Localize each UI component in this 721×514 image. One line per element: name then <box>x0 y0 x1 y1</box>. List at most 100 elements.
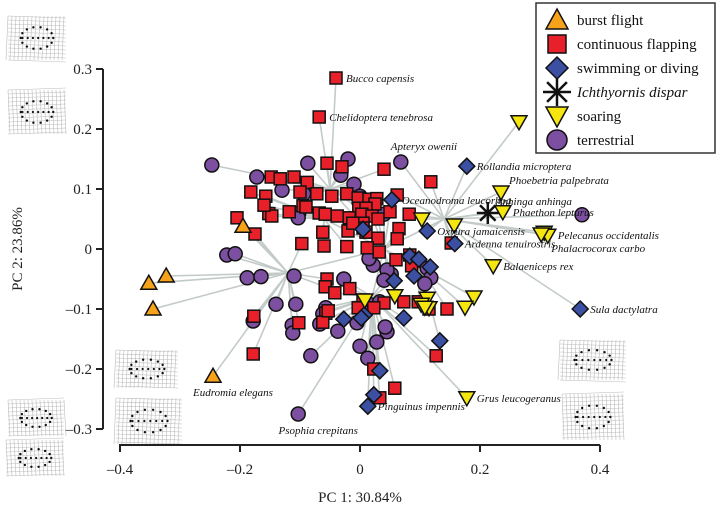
data-point-flap <box>320 156 334 170</box>
data-point-flap <box>440 302 454 316</box>
data-point-terr <box>300 155 316 171</box>
species-label: Chelidoptera tenebrosa <box>329 112 433 124</box>
data-point-soar <box>509 115 529 132</box>
data-point-swim <box>334 310 353 329</box>
species-annotations: Bucco capensis Chelidoptera tenebrosa Apte… <box>192 73 659 437</box>
data-point-flap <box>340 239 354 254</box>
y-tick-label: 0 <box>85 242 93 258</box>
data-point-ich <box>476 202 499 224</box>
y-tick-label: –0.2 <box>65 362 92 378</box>
data-point-swim <box>404 266 424 286</box>
data-point-flap <box>402 207 416 221</box>
data-point-flap <box>329 71 343 85</box>
data-point-soar <box>457 391 477 408</box>
data-point-flap <box>429 349 443 363</box>
data-point-flap <box>312 110 326 124</box>
data-point-soar <box>385 289 405 306</box>
species-label: Eudromia elegans <box>192 387 273 399</box>
legend-marker-terr <box>546 129 568 151</box>
tree-branch <box>396 194 445 220</box>
data-point-flap <box>343 281 357 296</box>
data-point-swim <box>364 385 383 404</box>
x-tick-label: 0.2 <box>471 462 490 478</box>
y-ticks: –0.3 –0.2 –0.1 0 0.1 0.2 0.3 <box>65 62 103 438</box>
data-point-flap <box>299 200 313 214</box>
data-point-terr <box>393 154 409 170</box>
data-point-flap <box>321 304 335 318</box>
data-point-flap <box>292 316 306 330</box>
data-point-burst <box>139 273 159 290</box>
species-label: Anhinga anhinga <box>495 196 573 208</box>
species-label: Phaethon lepturus <box>512 207 594 219</box>
data-point-flap <box>247 309 261 323</box>
data-point-flap <box>390 232 404 246</box>
species-label: Rollandia microptera <box>476 161 572 173</box>
data-point-flap <box>360 241 374 255</box>
legend-marker-ich <box>543 78 571 106</box>
legend-label: terrestrial <box>577 133 634 149</box>
data-point-flap <box>295 236 309 251</box>
data-point-flap <box>424 175 438 189</box>
data-point-swim <box>385 271 404 290</box>
species-label: Pelecanus occidentalis <box>557 230 659 242</box>
tree-branch <box>443 191 502 220</box>
deformation-grid-inset <box>113 349 179 389</box>
data-point-flap <box>318 207 332 221</box>
data-point-terr <box>249 169 265 185</box>
data-point-flap <box>371 212 385 226</box>
tree-branch <box>443 218 581 310</box>
data-point-flap <box>388 381 402 395</box>
y-tick-label: 0.3 <box>73 62 92 78</box>
legend-marker-burst <box>544 7 570 30</box>
data-point-swim <box>445 234 464 253</box>
data-point-soar <box>455 300 475 317</box>
x-tick-label: –0.4 <box>106 462 134 478</box>
data-point-flap <box>273 172 287 186</box>
data-point-flap <box>335 160 349 174</box>
tree-branch <box>400 161 445 220</box>
legend-label: Ichthyornis dispar <box>576 85 688 101</box>
data-point-terr <box>288 296 304 312</box>
data-point-flap <box>248 227 262 241</box>
data-point-terr <box>377 319 393 335</box>
species-label: Pinguinus impennis <box>377 401 465 413</box>
species-label: Oceanodroma leucorhoa <box>402 195 512 207</box>
data-point-flap <box>316 315 330 329</box>
data-point-flap <box>389 253 403 267</box>
data-point-soar <box>415 300 435 317</box>
tree-branch <box>234 253 289 274</box>
data-point-flap <box>287 170 301 184</box>
data-point-soar <box>464 290 484 307</box>
x-tick-label: –0.2 <box>226 462 253 478</box>
data-point-burst <box>143 299 163 316</box>
x-tick-label: 0 <box>356 462 364 478</box>
data-point-burst <box>233 216 253 233</box>
y-tick-label: –0.1 <box>65 302 92 318</box>
data-point-terr <box>303 348 319 364</box>
deformation-grid-inset <box>113 397 183 445</box>
species-label: Phalacrocorax carbo <box>550 243 645 255</box>
data-point-terr <box>253 268 269 285</box>
legend-label: swimming or diving <box>577 61 699 77</box>
data-point-flap <box>293 185 307 199</box>
y-tick-label: 0.1 <box>73 182 92 198</box>
species-label: Phoebetria palpebrata <box>508 175 609 187</box>
legend-label: soaring <box>577 109 622 125</box>
data-point-flap <box>316 225 330 239</box>
species-label: Psophia crepitans <box>278 425 358 437</box>
data-point-flap <box>377 162 391 176</box>
species-label: Ardenna tenuirostris <box>464 239 556 251</box>
legend-item-flap: continuous flapping <box>547 34 697 54</box>
data-point-terr <box>204 157 220 173</box>
data-point-swim <box>370 361 389 380</box>
data-point-flap <box>257 198 271 212</box>
data-point-swim <box>353 220 373 239</box>
data-point-flap <box>372 245 386 259</box>
data-point-flap <box>397 295 411 309</box>
legend-item-terr: terrestrial <box>546 129 634 151</box>
deformation-grid-inset <box>7 397 67 437</box>
data-point-swim <box>457 157 476 176</box>
data-point-swim <box>409 250 428 269</box>
data-point-flap <box>330 209 344 223</box>
shape-insets <box>5 15 627 477</box>
